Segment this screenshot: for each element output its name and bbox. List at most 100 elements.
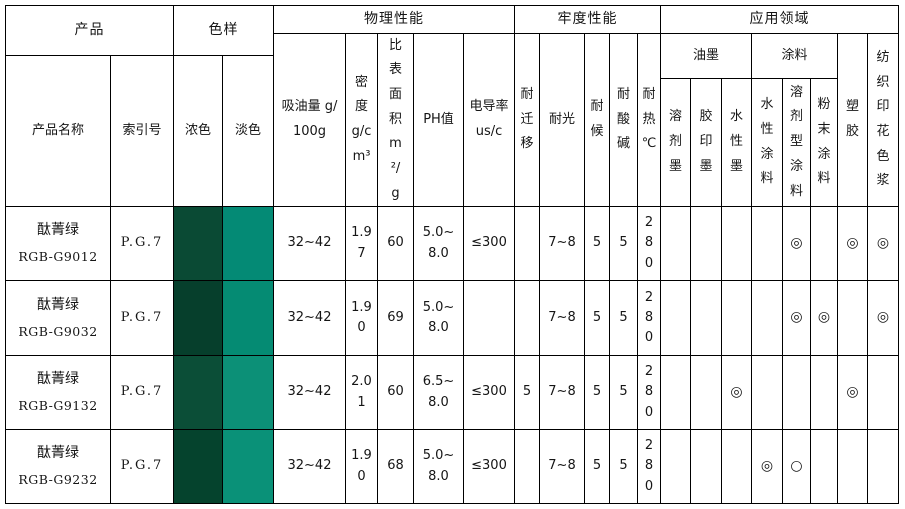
density-value: 1.97 xyxy=(346,207,378,281)
migration-value xyxy=(515,430,540,504)
header-oil-absorption: 吸油量 g/100g xyxy=(274,34,346,207)
weather-value: 5 xyxy=(585,281,610,356)
app-plastic-mark: ◎ xyxy=(838,356,868,430)
product-code: RGB-G9032 xyxy=(18,323,98,339)
light-color-swatch xyxy=(223,356,274,430)
weather-value: 5 xyxy=(585,356,610,430)
light-color-swatch xyxy=(223,207,274,281)
header-index-number: 索引号 xyxy=(111,56,174,207)
light-fastness-value: 7~8 xyxy=(540,281,585,356)
header-coating-group: 涂料 xyxy=(752,34,838,79)
header-offset-ink: 胶印墨 xyxy=(691,79,722,207)
oil-absorption-value: 32~42 xyxy=(274,281,346,356)
app-water-ink-mark xyxy=(722,281,752,356)
heat-value: 280 xyxy=(638,207,661,281)
index-number-cell: P.G.7 xyxy=(111,356,174,430)
app-offset-ink-mark xyxy=(691,281,722,356)
header-water-ink: 水性墨 xyxy=(722,79,752,207)
heat-value: 280 xyxy=(638,430,661,504)
app-solvent-ink-mark xyxy=(661,281,691,356)
app-textile-mark xyxy=(868,356,899,430)
app-textile-mark xyxy=(868,430,899,504)
acid-alkali-value: 5 xyxy=(610,356,638,430)
header-weather-resistance: 耐候 xyxy=(585,34,610,207)
app-powder-coating-mark xyxy=(811,207,838,281)
app-powder-coating-mark xyxy=(811,356,838,430)
app-powder-coating-mark: ◎ xyxy=(811,281,838,356)
light-fastness-value: 7~8 xyxy=(540,430,585,504)
light-color-swatch xyxy=(223,281,274,356)
header-specific-surface-area: 比表面积 m²/g xyxy=(378,34,414,207)
header-dark-color: 浓色 xyxy=(174,56,223,207)
migration-value: 5 xyxy=(515,356,540,430)
dark-color-swatch xyxy=(174,281,223,356)
dark-color-swatch xyxy=(174,356,223,430)
app-textile-mark: ◎ xyxy=(868,281,899,356)
dark-color-swatch xyxy=(174,207,223,281)
header-application-fields: 应用领域 xyxy=(661,6,899,34)
product-name: 酞菁绿 xyxy=(37,371,79,388)
ph-value: 5.0~8.0 xyxy=(414,207,464,281)
header-density: 密度 g/cm³ xyxy=(346,34,378,207)
oil-absorption-value: 32~42 xyxy=(274,430,346,504)
surface-area-value: 60 xyxy=(378,207,414,281)
app-plastic-mark: ◎ xyxy=(838,207,868,281)
app-offset-ink-mark xyxy=(691,430,722,504)
app-solvent-coating-mark: ◎ xyxy=(783,207,811,281)
app-solvent-coating-mark: ◎ xyxy=(783,281,811,356)
migration-value xyxy=(515,207,540,281)
weather-value: 5 xyxy=(585,207,610,281)
light-color-swatch xyxy=(223,430,274,504)
surface-area-value: 68 xyxy=(378,430,414,504)
product-code: RGB-G9132 xyxy=(18,398,98,414)
header-fastness-properties: 牢度性能 xyxy=(515,6,661,34)
ph-value: 6.5~8.0 xyxy=(414,356,464,430)
product-name-cell: 酞菁绿 RGB-G9012 xyxy=(6,207,111,281)
app-offset-ink-mark xyxy=(691,356,722,430)
app-offset-ink-mark xyxy=(691,207,722,281)
app-waterborne-coating-mark: ◎ xyxy=(752,430,783,504)
conductivity-value xyxy=(464,281,515,356)
header-solvent-ink: 溶剂墨 xyxy=(661,79,691,207)
header-light-fastness: 耐光 xyxy=(540,34,585,207)
product-name: 酞菁绿 xyxy=(37,222,79,239)
app-water-ink-mark xyxy=(722,430,752,504)
conductivity-value: ≤300 xyxy=(464,207,515,281)
light-fastness-value: 7~8 xyxy=(540,356,585,430)
surface-area-value: 69 xyxy=(378,281,414,356)
heat-value: 280 xyxy=(638,281,661,356)
header-waterborne-coating: 水性涂料 xyxy=(752,79,783,207)
index-number-cell: P.G.7 xyxy=(111,207,174,281)
acid-alkali-value: 5 xyxy=(610,281,638,356)
density-value: 1.90 xyxy=(346,281,378,356)
app-solvent-ink-mark xyxy=(661,356,691,430)
app-waterborne-coating-mark xyxy=(752,356,783,430)
app-plastic-mark xyxy=(838,281,868,356)
density-value: 2.01 xyxy=(346,356,378,430)
header-plastic: 塑胶 xyxy=(838,34,868,207)
header-acid-alkali-resistance: 耐酸碱 xyxy=(610,34,638,207)
conductivity-value: ≤300 xyxy=(464,430,515,504)
app-water-ink-mark: ◎ xyxy=(722,356,752,430)
header-migration-resistance: 耐迁移 xyxy=(515,34,540,207)
app-powder-coating-mark xyxy=(811,430,838,504)
oil-absorption-value: 32~42 xyxy=(274,207,346,281)
conductivity-value: ≤300 xyxy=(464,356,515,430)
density-value: 1.90 xyxy=(346,430,378,504)
app-textile-mark: ◎ xyxy=(868,207,899,281)
app-solvent-coating-mark: ○ xyxy=(783,430,811,504)
header-light-color: 淡色 xyxy=(223,56,274,207)
header-conductivity: 电导率 us/c xyxy=(464,34,515,207)
header-ink-group: 油墨 xyxy=(661,34,752,79)
header-ph-value: PH值 xyxy=(414,34,464,207)
header-physical-properties: 物理性能 xyxy=(274,6,515,34)
oil-absorption-value: 32~42 xyxy=(274,356,346,430)
surface-area-value: 60 xyxy=(378,356,414,430)
light-fastness-value: 7~8 xyxy=(540,207,585,281)
pigment-spec-table: 产品 色样 物理性能 牢度性能 应用领域 产品名称 索引号 浓色 淡色 吸油量 … xyxy=(5,5,899,504)
app-solvent-coating-mark xyxy=(783,356,811,430)
app-solvent-ink-mark xyxy=(661,430,691,504)
app-waterborne-coating-mark xyxy=(752,281,783,356)
heat-value: 280 xyxy=(638,356,661,430)
